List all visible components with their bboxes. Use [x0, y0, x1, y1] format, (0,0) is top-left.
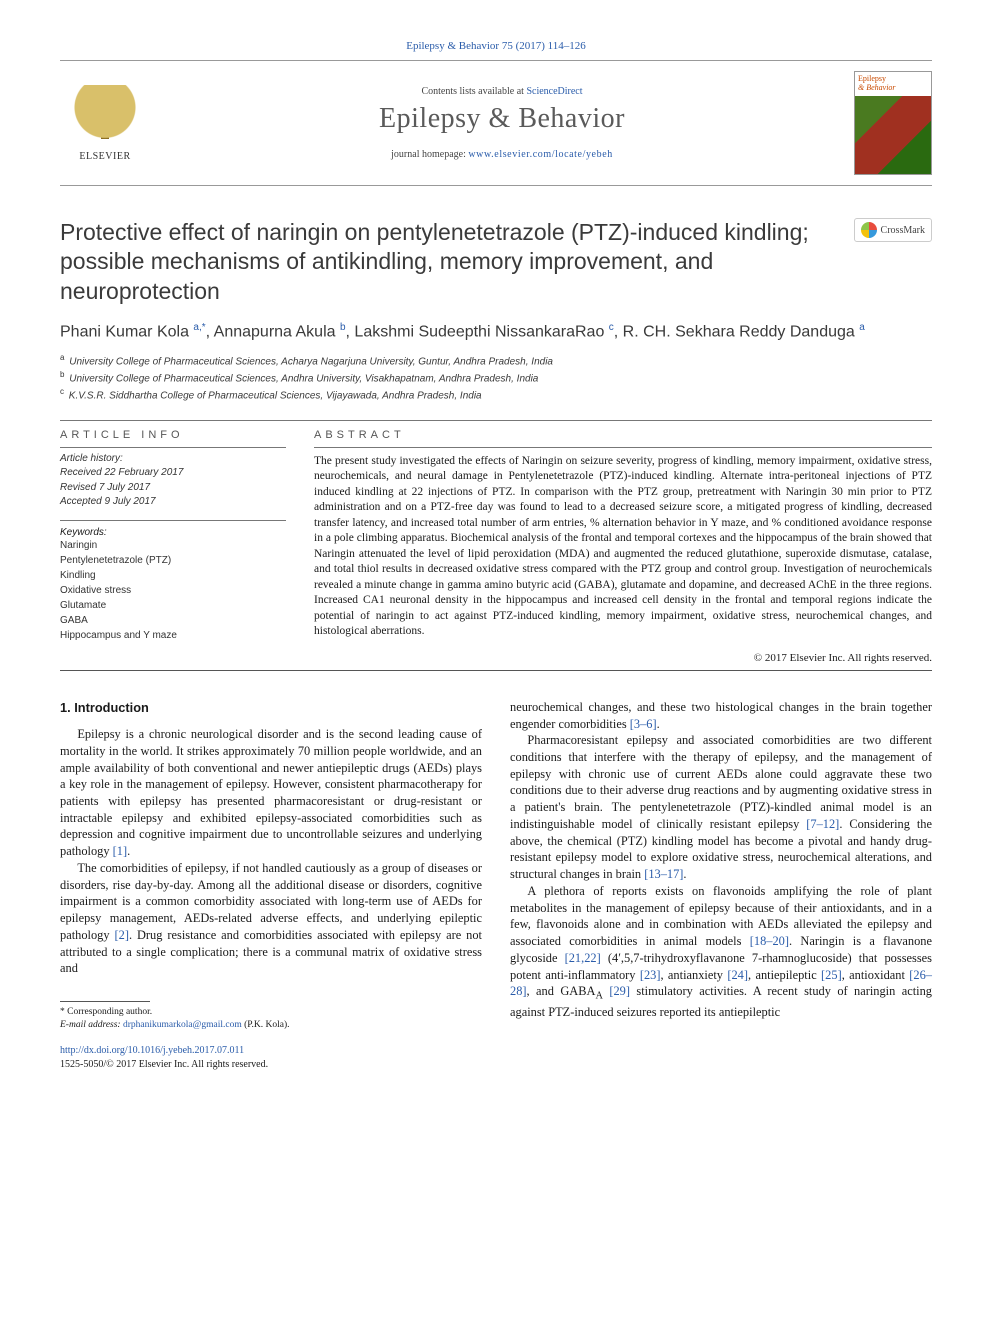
divider	[60, 60, 932, 61]
paragraph: The comorbidities of epilepsy, if not ha…	[60, 860, 482, 977]
contents-line: Contents lists available at ScienceDirec…	[150, 86, 854, 97]
footnote-rule	[60, 1001, 150, 1002]
keywords: NaringinPentylenetetrazole (PTZ)Kindling…	[60, 538, 286, 643]
corresponding-footnote: * Corresponding author. E-mail address: …	[60, 1006, 482, 1032]
history-label: Article history:	[60, 453, 123, 464]
text: , antianxiety	[660, 968, 727, 982]
paragraph: A plethora of reports exists on flavonoi…	[510, 883, 932, 1021]
cover-title-b: & Behavior	[858, 83, 896, 92]
article-info-column: article info Article history: Received 2…	[60, 421, 286, 664]
ref-link[interactable]: [7–12]	[806, 817, 839, 831]
homepage-link[interactable]: www.elsevier.com/locate/yebeh	[468, 149, 612, 160]
title-row: Protective effect of naringin on pentyle…	[60, 218, 932, 306]
affiliations: a University College of Pharmaceutical S…	[60, 352, 932, 404]
ref-link[interactable]: [21,22]	[565, 951, 601, 965]
divider	[60, 520, 286, 521]
keyword: GABA	[60, 613, 286, 628]
journal-reference: Epilepsy & Behavior 75 (2017) 114–126	[60, 40, 932, 52]
text: .	[127, 844, 130, 858]
journal-cover-thumb: Epilepsy & Behavior	[854, 71, 932, 175]
affiliation: a University College of Pharmaceutical S…	[60, 352, 932, 369]
sciencedirect-link[interactable]: ScienceDirect	[526, 86, 582, 97]
abstract-column: abstract The present study investigated …	[314, 421, 932, 664]
crossmark-label: CrossMark	[881, 225, 925, 236]
keyword: Glutamate	[60, 598, 286, 613]
text: Epilepsy is a chronic neurological disor…	[60, 727, 482, 858]
ref-link[interactable]: [23]	[640, 968, 661, 982]
affiliation: b University College of Pharmaceutical S…	[60, 369, 932, 386]
masthead: ELSEVIER Contents lists available at Sci…	[60, 65, 932, 181]
crossmark-badge[interactable]: CrossMark	[854, 218, 932, 242]
crossmark-icon	[861, 222, 877, 238]
article-info-head: article info	[60, 421, 286, 447]
keyword: Kindling	[60, 568, 286, 583]
keywords-label: Keywords:	[60, 527, 286, 538]
ref-link[interactable]: [18–20]	[750, 934, 789, 948]
divider	[60, 670, 932, 671]
page: Epilepsy & Behavior 75 (2017) 114–126 EL…	[0, 0, 992, 1102]
text: .	[683, 867, 686, 881]
section-heading: 1. Introduction	[60, 699, 482, 716]
contents-prefix: Contents lists available at	[421, 86, 526, 97]
article-title: Protective effect of naringin on pentyle…	[60, 218, 854, 306]
revised: Revised 7 July 2017	[60, 482, 150, 493]
keyword: Naringin	[60, 538, 286, 553]
paragraph: neurochemical changes, and these two his…	[510, 699, 932, 732]
homepage-line: journal homepage: www.elsevier.com/locat…	[150, 149, 854, 160]
doi-link[interactable]: http://dx.doi.org/10.1016/j.yebeh.2017.0…	[60, 1045, 244, 1056]
text: , antiepileptic	[748, 968, 821, 982]
paragraph: Pharmacoresistant epilepsy and associate…	[510, 732, 932, 883]
issn-copyright: 1525-5050/© 2017 Elsevier Inc. All right…	[60, 1059, 268, 1070]
received: Received 22 February 2017	[60, 467, 183, 478]
text: .	[657, 717, 660, 731]
text: , and GABA	[527, 984, 596, 998]
ref-link[interactable]: [24]	[727, 968, 748, 982]
ref-link[interactable]: [1]	[113, 844, 127, 858]
page-bottom: http://dx.doi.org/10.1016/j.yebeh.2017.0…	[60, 1044, 932, 1072]
ref-link[interactable]: [2]	[115, 928, 129, 942]
ref-link[interactable]: [29]	[609, 984, 630, 998]
divider	[60, 185, 932, 186]
cover-title-a: Epilepsy	[858, 74, 886, 83]
elsevier-wordmark: ELSEVIER	[79, 151, 130, 162]
homepage-prefix: journal homepage:	[391, 149, 468, 160]
elsevier-tree-icon	[73, 85, 137, 149]
paragraph: Epilepsy is a chronic neurological disor…	[60, 726, 482, 860]
email-name: (P.K. Kola).	[244, 1020, 289, 1030]
abstract-body: The present study investigated the effec…	[314, 448, 932, 644]
info-abstract-row: article info Article history: Received 2…	[60, 421, 932, 664]
subscript: A	[595, 991, 602, 1002]
affiliation: c K.V.S.R. Siddhartha College of Pharmac…	[60, 386, 932, 403]
elsevier-logo: ELSEVIER	[60, 76, 150, 171]
body-columns: 1. Introduction Epilepsy is a chronic ne…	[60, 699, 932, 1032]
ref-link[interactable]: [25]	[821, 968, 842, 982]
corr-author: * Corresponding author.	[60, 1006, 482, 1019]
article-history: Article history: Received 22 February 20…	[60, 448, 286, 520]
abstract-head: abstract	[314, 421, 932, 447]
keyword: Hippocampus and Y maze	[60, 628, 286, 643]
accepted: Accepted 9 July 2017	[60, 496, 156, 507]
cover-title: Epilepsy & Behavior	[855, 72, 931, 94]
masthead-center: Contents lists available at ScienceDirec…	[150, 86, 854, 160]
journal-name: Epilepsy & Behavior	[150, 103, 854, 135]
ref-link[interactable]: [13–17]	[644, 867, 683, 881]
abstract-copyright: © 2017 Elsevier Inc. All rights reserved…	[314, 652, 932, 664]
text: , antioxidant	[842, 968, 910, 982]
authors: Phani Kumar Kola a,*, Annapurna Akula b,…	[60, 322, 932, 341]
ref-link[interactable]: [3–6]	[630, 717, 657, 731]
keyword: Pentylenetetrazole (PTZ)	[60, 553, 286, 568]
email-link[interactable]: drphanikumarkola@gmail.com	[123, 1020, 242, 1030]
keyword: Oxidative stress	[60, 583, 286, 598]
journal-ref-link[interactable]: Epilepsy & Behavior 75 (2017) 114–126	[406, 40, 586, 52]
email-label: E-mail address:	[60, 1020, 123, 1030]
text: neurochemical changes, and these two his…	[510, 700, 932, 731]
